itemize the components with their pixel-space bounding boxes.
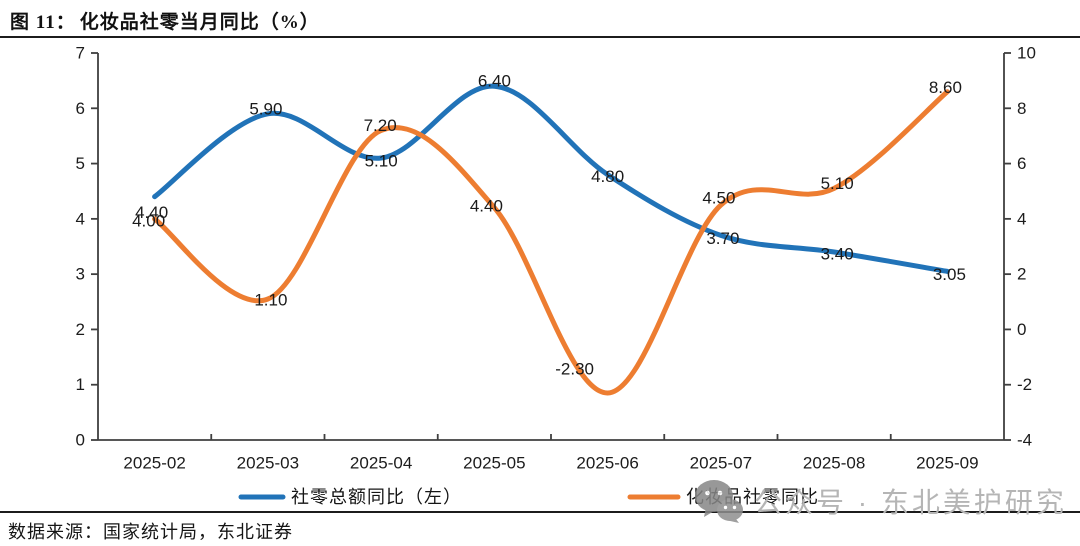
data-label: 3.70 bbox=[706, 229, 739, 248]
title-divider bbox=[0, 36, 1080, 38]
x-axis-tick-label: 2025-07 bbox=[690, 454, 752, 473]
data-label: 5.90 bbox=[249, 99, 282, 118]
data-label: 8.60 bbox=[929, 78, 962, 97]
y-axis-left-tick-label: 4 bbox=[76, 209, 85, 228]
x-axis-tick-label: 2025-08 bbox=[803, 454, 865, 473]
legend-label-1: 化妆品社零同比 bbox=[686, 487, 819, 507]
data-label: -2.30 bbox=[555, 360, 594, 379]
y-axis-right-tick-label: 6 bbox=[1017, 154, 1026, 173]
y-axis-left-tick-label: 2 bbox=[76, 320, 85, 339]
y-axis-left-tick-label: 7 bbox=[76, 44, 85, 63]
data-label: 4.50 bbox=[702, 189, 735, 208]
data-label: 6.40 bbox=[478, 72, 511, 91]
data-label: 3.05 bbox=[933, 265, 966, 284]
y-axis-right-tick-label: 2 bbox=[1017, 265, 1026, 284]
data-label: 4.40 bbox=[470, 196, 503, 215]
y-axis-right-tick-label: 10 bbox=[1017, 44, 1036, 63]
series-line-1 bbox=[152, 89, 950, 396]
figure-title-text: 化妆品社零当月同比（%） bbox=[79, 12, 320, 33]
series-line-0 bbox=[152, 83, 950, 274]
data-label: 5.10 bbox=[365, 152, 398, 171]
figure-label: 图 11： bbox=[10, 12, 76, 33]
y-axis-right-tick-label: 8 bbox=[1017, 99, 1026, 118]
y-axis-left-tick-label: 6 bbox=[76, 99, 85, 118]
data-label: 3.40 bbox=[821, 245, 854, 264]
y-axis-left-tick-label: 3 bbox=[76, 265, 85, 284]
x-axis-tick-label: 2025-09 bbox=[916, 454, 978, 473]
x-axis-tick-label: 2025-06 bbox=[576, 454, 638, 473]
y-axis-right-tick-label: -2 bbox=[1017, 375, 1032, 394]
figure-title: 图 11： 化妆品社零当月同比（%） bbox=[10, 7, 320, 34]
data-label: 1.10 bbox=[254, 291, 287, 310]
y-axis-right-tick-label: 0 bbox=[1017, 320, 1026, 339]
x-axis-tick-label: 2025-03 bbox=[237, 454, 299, 473]
data-source-note: 数据来源：国家统计局，东北证券 bbox=[8, 522, 293, 542]
x-axis-tick-label: 2025-02 bbox=[123, 454, 185, 473]
data-label: 7.20 bbox=[364, 116, 397, 135]
y-axis-left-tick-label: 5 bbox=[76, 154, 85, 173]
y-axis-right-tick-label: -4 bbox=[1017, 431, 1032, 450]
data-label: 4.80 bbox=[591, 167, 624, 186]
x-axis-tick-label: 2025-05 bbox=[463, 454, 525, 473]
data-label: 5.10 bbox=[821, 174, 854, 193]
footer-divider bbox=[0, 511, 1080, 513]
y-axis-right-tick-label: 4 bbox=[1017, 209, 1026, 228]
legend-label-0: 社零总额同比（左） bbox=[291, 487, 462, 507]
y-axis-left-tick-label: 1 bbox=[76, 375, 85, 394]
x-axis-tick-label: 2025-04 bbox=[350, 454, 412, 473]
data-label: 4.40 bbox=[135, 203, 168, 222]
y-axis-left-tick-label: 0 bbox=[76, 431, 85, 450]
data-label: 4.00 bbox=[132, 211, 165, 230]
